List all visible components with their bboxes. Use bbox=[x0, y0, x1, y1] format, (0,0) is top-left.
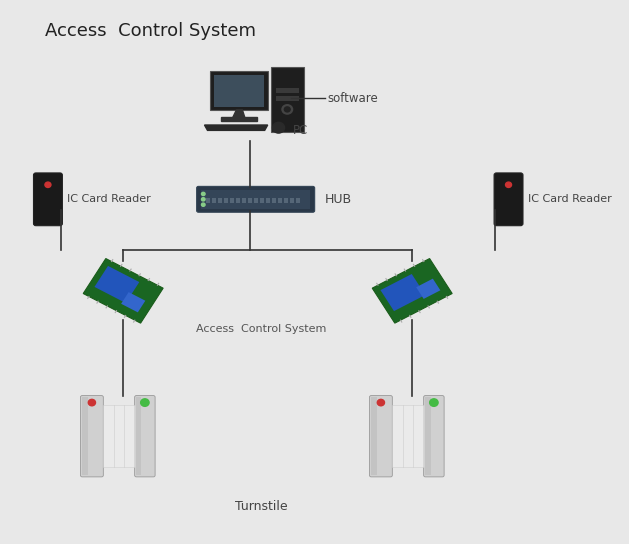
Polygon shape bbox=[233, 110, 245, 118]
Bar bbox=[290, 197, 294, 203]
Bar bbox=[224, 197, 228, 203]
FancyBboxPatch shape bbox=[135, 395, 155, 477]
Bar bbox=[278, 197, 282, 203]
FancyBboxPatch shape bbox=[494, 173, 523, 226]
FancyBboxPatch shape bbox=[214, 76, 264, 107]
FancyBboxPatch shape bbox=[197, 187, 314, 212]
FancyBboxPatch shape bbox=[270, 67, 304, 132]
Bar bbox=[248, 197, 252, 203]
FancyBboxPatch shape bbox=[136, 397, 142, 475]
Circle shape bbox=[430, 399, 438, 406]
Circle shape bbox=[201, 197, 205, 201]
FancyBboxPatch shape bbox=[82, 397, 88, 475]
FancyBboxPatch shape bbox=[425, 397, 430, 475]
Bar bbox=[218, 197, 222, 203]
Bar bbox=[296, 197, 300, 203]
Polygon shape bbox=[221, 118, 257, 121]
Polygon shape bbox=[416, 279, 440, 299]
Circle shape bbox=[281, 104, 293, 115]
Polygon shape bbox=[372, 258, 452, 323]
Circle shape bbox=[201, 193, 205, 195]
Text: Access  Control System: Access Control System bbox=[45, 22, 256, 40]
Bar bbox=[266, 197, 270, 203]
FancyBboxPatch shape bbox=[369, 395, 392, 477]
Text: software: software bbox=[327, 91, 378, 104]
Polygon shape bbox=[83, 258, 163, 323]
Polygon shape bbox=[94, 266, 139, 303]
Circle shape bbox=[506, 182, 511, 188]
Circle shape bbox=[45, 182, 51, 188]
Text: HUB: HUB bbox=[325, 193, 352, 206]
Bar bbox=[236, 197, 240, 203]
Polygon shape bbox=[381, 274, 425, 311]
Bar bbox=[254, 197, 258, 203]
Bar bbox=[206, 197, 210, 203]
Circle shape bbox=[284, 106, 291, 113]
Text: Turnstile: Turnstile bbox=[235, 500, 288, 513]
FancyBboxPatch shape bbox=[424, 395, 444, 477]
FancyBboxPatch shape bbox=[392, 405, 424, 467]
Circle shape bbox=[377, 399, 384, 406]
Bar bbox=[212, 197, 216, 203]
Polygon shape bbox=[204, 125, 268, 131]
FancyBboxPatch shape bbox=[211, 71, 268, 110]
FancyBboxPatch shape bbox=[81, 395, 103, 477]
Circle shape bbox=[88, 399, 96, 406]
Circle shape bbox=[272, 122, 284, 133]
FancyBboxPatch shape bbox=[201, 190, 311, 209]
Polygon shape bbox=[121, 292, 145, 312]
FancyBboxPatch shape bbox=[371, 397, 377, 475]
FancyBboxPatch shape bbox=[276, 88, 299, 93]
Bar bbox=[284, 197, 288, 203]
Bar bbox=[272, 197, 276, 203]
Bar bbox=[230, 197, 234, 203]
Text: Access  Control System: Access Control System bbox=[196, 324, 327, 333]
Bar bbox=[242, 197, 246, 203]
FancyBboxPatch shape bbox=[103, 405, 135, 467]
FancyBboxPatch shape bbox=[33, 173, 62, 226]
FancyBboxPatch shape bbox=[276, 96, 299, 101]
Bar bbox=[260, 197, 264, 203]
Text: IC Card Reader: IC Card Reader bbox=[67, 194, 151, 205]
Circle shape bbox=[201, 203, 205, 206]
Text: PC: PC bbox=[293, 124, 308, 137]
Circle shape bbox=[141, 399, 149, 406]
Text: IC Card Reader: IC Card Reader bbox=[528, 194, 611, 205]
